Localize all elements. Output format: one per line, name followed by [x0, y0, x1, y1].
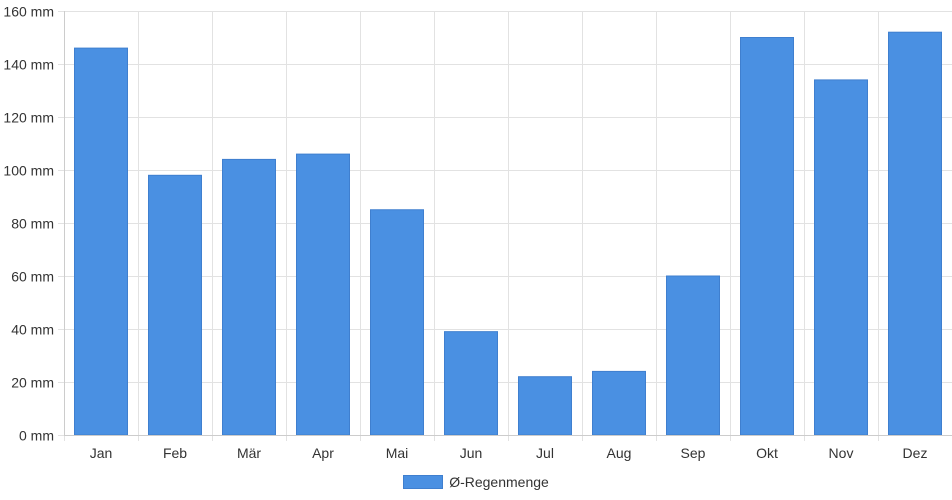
bar[interactable]	[370, 209, 424, 436]
y-tick-label: 20 mm	[11, 375, 54, 391]
axes	[64, 11, 952, 436]
bar[interactable]	[888, 31, 942, 436]
bar-series	[74, 31, 942, 436]
x-tick-label: Sep	[681, 445, 706, 461]
bar[interactable]	[592, 370, 646, 436]
bar[interactable]	[222, 158, 276, 436]
legend-label: Ø-Regenmenge	[449, 474, 549, 490]
y-tick-label: 80 mm	[11, 216, 54, 232]
y-tick-label: 140 mm	[3, 57, 54, 73]
bar[interactable]	[666, 275, 720, 436]
y-tick-label: 100 mm	[3, 163, 54, 179]
x-tick-label: Mai	[386, 445, 409, 461]
x-tick-label: Dez	[903, 445, 928, 461]
legend: Ø-Regenmenge	[0, 472, 952, 492]
x-tick-label: Jan	[90, 445, 113, 461]
x-tick-label: Apr	[312, 445, 334, 461]
x-tick-label: Okt	[756, 445, 778, 461]
y-tick-label: 160 mm	[3, 4, 54, 20]
x-tick-label: Jul	[536, 445, 554, 461]
x-axis-tick-labels: Jan Feb Mär Apr Mai Jun Jul Aug Sep Okt Nov Dez	[90, 445, 928, 461]
y-axis-tick-labels: 0 mm 20 mm 40 mm 60 mm 80 mm 100 mm 120 mm 140 …	[3, 4, 54, 444]
legend-swatch	[403, 475, 444, 489]
bar[interactable]	[814, 79, 868, 436]
y-tick-label: 40 mm	[11, 322, 54, 338]
bar[interactable]	[296, 153, 350, 436]
y-tick-label: 60 mm	[11, 269, 54, 285]
x-tick-label: Mär	[237, 445, 261, 461]
y-tick-label: 0 mm	[19, 428, 54, 444]
legend-item[interactable]: Ø-Regenmenge	[403, 474, 549, 490]
y-tick-label: 120 mm	[3, 110, 54, 126]
x-tick-label: Jun	[460, 445, 483, 461]
rainfall-bar-chart: 0 mm 20 mm 40 mm 60 mm 80 mm 100 mm 120 mm 140 …	[3, 4, 952, 461]
x-tick-label: Aug	[607, 445, 632, 461]
bar[interactable]	[74, 47, 128, 436]
bar[interactable]	[444, 331, 498, 436]
grid-lines	[58, 11, 952, 441]
bar[interactable]	[740, 37, 794, 436]
x-tick-label: Nov	[829, 445, 854, 461]
x-tick-label: Feb	[163, 445, 187, 461]
bar[interactable]	[518, 376, 572, 436]
bar[interactable]	[148, 174, 202, 436]
